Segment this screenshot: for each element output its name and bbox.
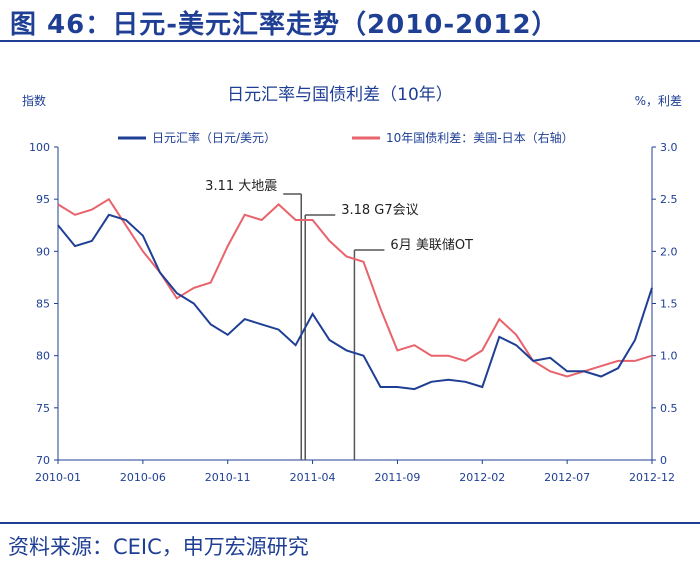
chart-title: 日元汇率与国债利差（10年）: [227, 85, 453, 105]
right-tick-label: 2.5: [660, 193, 678, 206]
event-marker-label: 6月 美联储OT: [390, 238, 473, 253]
left-tick-label: 100: [29, 141, 50, 154]
series-jpy-line: [57, 213, 653, 391]
source-note: 资料来源：CEIC，申万宏源研究: [8, 535, 309, 559]
x-tick-label: 2010-01: [35, 471, 81, 484]
series-spread-line: [57, 197, 653, 378]
title-rule: [0, 40, 700, 42]
x-tick-label: 2012-07: [544, 471, 590, 484]
event-markers: 3.11 大地震 3.18 G7会议 6月 美联储OT: [205, 179, 473, 460]
right-tick-label: 2.0: [660, 245, 678, 258]
right-tick-label: 0.5: [660, 402, 678, 415]
right-tick-label: 3.0: [660, 141, 678, 154]
legend: 日元汇率（日元/美元） 10年国债利差：美国-日本（右轴）: [118, 130, 574, 145]
event-marker-label: 3.11 大地震: [205, 179, 277, 194]
figure-title: 图 46：日元-美元汇率走势（2010-2012）: [10, 10, 559, 40]
x-tick-label: 2011-04: [290, 471, 336, 484]
left-axis-label: 指数: [22, 93, 46, 108]
right-tick-label: 1.0: [660, 350, 678, 363]
x-tick-label: 2010-06: [120, 471, 166, 484]
left-tick-label: 80: [36, 350, 50, 363]
left-tick-label: 90: [36, 245, 50, 258]
x-axis-ticks: 2010-01 2010-06 2010-11 2011-04 2011-09 2012-…: [35, 460, 675, 484]
left-axis-ticks: 70 75 80 85 90 95 100: [29, 141, 58, 467]
legend-label-jpy: 日元汇率（日元/美元）: [152, 130, 276, 145]
left-tick-label: 70: [36, 454, 50, 467]
x-tick-label: 2010-11: [205, 471, 251, 484]
right-tick-label: 0: [660, 454, 667, 467]
left-tick-label: 85: [36, 298, 50, 311]
right-axis-label: %，利差: [635, 94, 682, 108]
source-rule: [0, 522, 700, 524]
x-tick-label: 2012-12: [629, 471, 675, 484]
legend-label-spread: 10年国债利差：美国-日本（右轴）: [386, 130, 574, 145]
right-tick-label: 1.5: [660, 298, 678, 311]
event-marker-label: 3.18 G7会议: [341, 203, 418, 218]
chart-area: 日元汇率与国债利差（10年） 指数 %，利差 日元汇率（日元/美元） 10年国债…: [22, 85, 682, 484]
x-tick-label: 2011-09: [374, 471, 420, 484]
x-tick-label: 2012-02: [459, 471, 505, 484]
left-tick-label: 95: [36, 193, 50, 206]
left-tick-label: 75: [36, 402, 50, 415]
right-axis-ticks: 0 0.5 1.0 1.5 2.0 2.5 3.0: [652, 141, 678, 467]
